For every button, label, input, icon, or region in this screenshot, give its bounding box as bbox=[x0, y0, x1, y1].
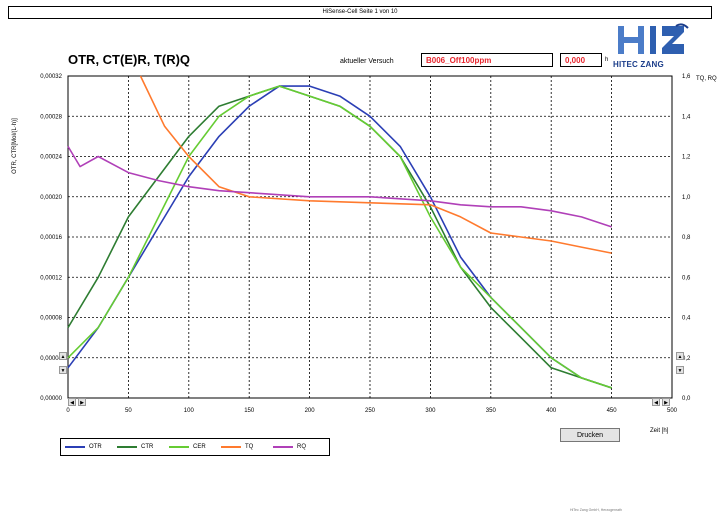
scroll-down-left[interactable]: ▼ bbox=[59, 366, 67, 374]
legend-label-rq: RQ bbox=[297, 444, 306, 450]
y-right-tick-label: 1,2 bbox=[682, 155, 691, 161]
y-right-tick-label: 0,0 bbox=[682, 396, 691, 402]
series-line-tq bbox=[139, 75, 612, 254]
scroll-right-end-button[interactable]: ▶ bbox=[662, 398, 670, 406]
logo-text: HITEC ZANG bbox=[613, 60, 664, 69]
legend-swatch-ctr bbox=[117, 446, 137, 448]
x-tick-label: 200 bbox=[305, 408, 316, 414]
y-left-tick-label: 0,00020 bbox=[40, 195, 62, 201]
x-tick-label: 250 bbox=[365, 408, 376, 414]
x-axis-label: Zeit [h] bbox=[650, 428, 669, 434]
footer-text: HiTec Zang GmbH, Herzogenrath bbox=[570, 508, 622, 512]
y-right-tick-label: 0,4 bbox=[682, 316, 691, 322]
y-left-tick-label: 0,00024 bbox=[40, 155, 62, 161]
x-tick-label: 450 bbox=[607, 408, 618, 414]
legend-label-tq: TQ bbox=[245, 444, 254, 450]
scroll-right-button[interactable]: ▶ bbox=[78, 398, 86, 406]
y-right-tick-label: 0,8 bbox=[682, 235, 691, 241]
y-left-tick-label: 0,00028 bbox=[40, 114, 62, 120]
experiment-field[interactable]: B006_Off100ppm bbox=[421, 53, 553, 67]
y-left-tick-label: 0,00000 bbox=[40, 396, 62, 402]
time-unit-label: h bbox=[605, 57, 609, 63]
window-title-bar: HiSense-Cell Seite 1 von 10 bbox=[8, 6, 712, 19]
legend-label-cer: CER bbox=[193, 444, 206, 450]
legend-label-otr: OTR bbox=[89, 444, 102, 450]
scroll-left-end-button[interactable]: ◀ bbox=[652, 398, 660, 406]
chart-legend: OTR CTR CER TQ RQ bbox=[60, 438, 330, 456]
y-right-tick-label: 1,4 bbox=[682, 114, 691, 120]
y-left-tick-label: 0,00016 bbox=[40, 235, 62, 241]
legend-swatch-rq bbox=[273, 446, 293, 448]
y-right-tick-label: 0,2 bbox=[682, 356, 691, 362]
x-tick-label: 0 bbox=[66, 408, 70, 414]
scroll-up-left[interactable]: ▲ bbox=[59, 352, 67, 360]
hitec-logo bbox=[618, 23, 689, 54]
legend-swatch-tq bbox=[221, 446, 241, 448]
legend-swatch-cer bbox=[169, 446, 189, 448]
print-button[interactable]: Drucken bbox=[560, 428, 620, 442]
scroll-up-right[interactable]: ▲ bbox=[676, 352, 684, 360]
chart-title: OTR, CT(E)R, T(R)Q bbox=[68, 52, 191, 67]
time-field[interactable]: 0,000 bbox=[560, 53, 602, 67]
y-right-tick-label: 1,6 bbox=[682, 74, 691, 80]
legend-swatch-otr bbox=[65, 446, 85, 448]
series-line-rq bbox=[67, 145, 612, 228]
y-left-tick-label: 0,00008 bbox=[40, 316, 62, 322]
x-tick-label: 300 bbox=[425, 408, 436, 414]
x-tick-label: 350 bbox=[486, 408, 497, 414]
x-tick-label: 100 bbox=[184, 408, 195, 414]
y-left-tick-label: 0,00012 bbox=[40, 275, 62, 281]
scroll-left-button[interactable]: ◀ bbox=[68, 398, 76, 406]
series-line-cer bbox=[67, 85, 612, 389]
x-tick-label: 400 bbox=[546, 408, 557, 414]
y-right-tick-label: 1,0 bbox=[682, 195, 691, 201]
y-axis-left-label: OTR, CTR[Mol/(L·h)] bbox=[12, 118, 18, 174]
y-left-tick-label: 0,00004 bbox=[40, 356, 62, 362]
window-title: HiSense-Cell Seite 1 von 10 bbox=[322, 9, 398, 15]
legend-label-ctr: CTR bbox=[141, 444, 154, 450]
y-axis-right-label: TQ, RQ bbox=[696, 76, 717, 82]
x-tick-label: 500 bbox=[667, 408, 678, 414]
y-left-tick-label: 0,00032 bbox=[40, 74, 62, 80]
experiment-label: aktueller Versuch bbox=[340, 58, 394, 65]
y-right-tick-label: 0,6 bbox=[682, 275, 691, 281]
scroll-down-right[interactable]: ▼ bbox=[676, 366, 684, 374]
x-tick-label: 50 bbox=[125, 408, 132, 414]
x-tick-label: 150 bbox=[244, 408, 255, 414]
